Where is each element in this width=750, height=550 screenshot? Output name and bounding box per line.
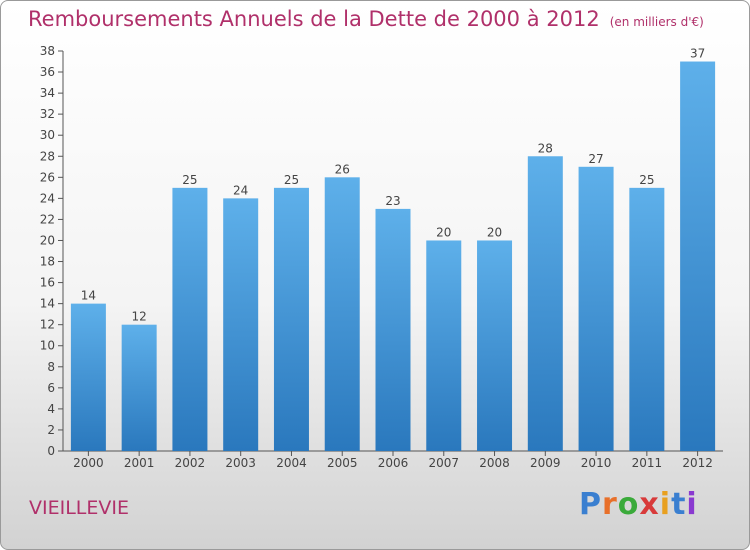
- title-text: Remboursements Annuels de la Dette de 20…: [28, 7, 600, 31]
- x-axis: 2000 2001 2002 2003 2004 2005 2006 2007 2008 2009…: [63, 450, 723, 470]
- y-tick-label: 16: [40, 276, 55, 290]
- bar: [629, 187, 665, 451]
- y-tick-label: 18: [40, 255, 55, 269]
- bar-value-label: 20: [436, 225, 451, 239]
- bar-value-label: 14: [81, 289, 96, 303]
- bar: [578, 166, 614, 451]
- bar-value-label: 26: [335, 162, 350, 176]
- bar: [273, 187, 309, 451]
- y-tick-label: 32: [40, 107, 55, 121]
- bar-value-label: 24: [233, 183, 248, 197]
- x-tick-label: 2000: [73, 456, 104, 470]
- x-tick-label: 2012: [682, 456, 713, 470]
- y-tick-label: 30: [40, 128, 55, 142]
- bar: [680, 61, 716, 452]
- bar: [375, 208, 411, 451]
- bar-value-label: 28: [538, 141, 553, 155]
- logo-letter: P: [579, 487, 602, 522]
- bar: [223, 198, 259, 451]
- x-tick-label: 2008: [479, 456, 510, 470]
- bar: [426, 240, 462, 451]
- y-tick-label: 36: [40, 65, 55, 79]
- y-tick-label: 20: [40, 233, 55, 247]
- bars: 14 12 25 24 25 26 23 20 20 28 27 25 37: [70, 47, 716, 452]
- bar-value-label: 27: [588, 152, 603, 166]
- bar-value-label: 23: [385, 194, 400, 208]
- bar-value-label: 25: [284, 173, 299, 187]
- x-tick-label: 2011: [632, 456, 663, 470]
- bar-value-label: 25: [639, 173, 654, 187]
- y-tick-label: 38: [40, 44, 55, 58]
- y-tick-label: 26: [40, 170, 55, 184]
- x-tick-label: 2003: [225, 456, 256, 470]
- commune-name: VIEILLEVIE: [29, 497, 129, 519]
- proxiti-logo: Proxiti: [579, 487, 698, 522]
- x-tick-label: 2002: [175, 456, 206, 470]
- bar: [172, 187, 208, 451]
- bar-value-label: 37: [690, 47, 705, 61]
- y-tick-label: 0: [47, 444, 55, 458]
- logo-letter: x: [639, 487, 660, 522]
- logo-letter: t: [671, 487, 687, 522]
- logo-letter: i: [686, 487, 698, 522]
- bar: [121, 324, 157, 451]
- y-tick-label: 4: [47, 402, 55, 416]
- bar-value-label: 12: [132, 310, 147, 324]
- y-tick-label: 28: [40, 149, 55, 163]
- bar-value-label: 20: [487, 225, 502, 239]
- logo-letter: i: [659, 487, 672, 522]
- y-tick-label: 22: [40, 212, 55, 226]
- bar: [477, 240, 513, 451]
- y-tick-label: 10: [40, 339, 55, 353]
- x-tick-label: 2004: [276, 456, 307, 470]
- y-tick-label: 14: [40, 297, 55, 311]
- y-tick-label: 24: [40, 191, 55, 205]
- y-tick-label: 6: [47, 381, 55, 395]
- y-tick-label: 12: [40, 318, 55, 332]
- bar: [527, 156, 563, 451]
- y-tick-label: 2: [47, 423, 55, 437]
- x-tick-label: 2009: [530, 456, 561, 470]
- x-tick-label: 2006: [378, 456, 409, 470]
- logo-letter: o: [617, 487, 640, 522]
- logo-letter: r: [602, 487, 618, 522]
- x-tick-label: 2005: [327, 456, 358, 470]
- x-tick-label: 2010: [581, 456, 612, 470]
- x-tick-label: 2001: [124, 456, 155, 470]
- unit-note: (en milliers d'€): [609, 15, 704, 29]
- y-tick-label: 34: [40, 86, 55, 100]
- chart-title: Remboursements Annuels de la Dette de 20…: [28, 7, 704, 31]
- y-tick-label: 8: [47, 360, 55, 374]
- bar-value-label: 25: [182, 173, 197, 187]
- bar: [324, 177, 360, 451]
- bar: [70, 303, 106, 451]
- x-tick-label: 2007: [428, 456, 459, 470]
